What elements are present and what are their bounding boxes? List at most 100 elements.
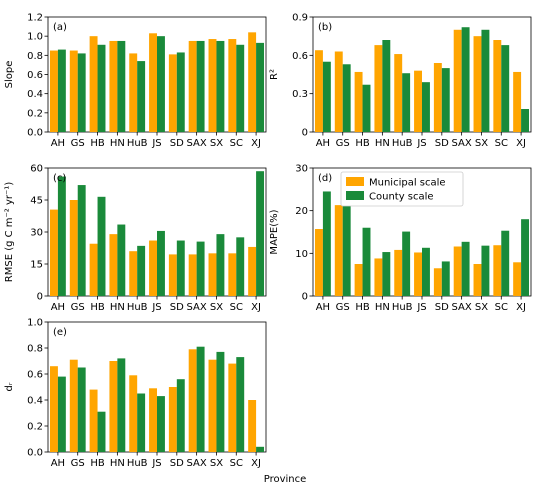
panel-c: 0 15 30 45 60 AH GS HB HN HuB JS SD SAX SX SC XJ (c) RMSE… <box>4 164 267 313</box>
bar-county <box>117 358 126 452</box>
x-tick-label: XJ <box>516 302 526 313</box>
bar-county <box>521 219 530 296</box>
x-tick-label: AH <box>51 138 65 149</box>
bar-municipal <box>354 264 363 296</box>
bar-municipal <box>49 209 58 296</box>
y-axis-label: R² <box>269 69 280 80</box>
x-tick-label: GS <box>71 302 85 313</box>
bar-municipal <box>374 258 383 296</box>
bar-county <box>461 241 470 296</box>
x-tick-label: HN <box>110 458 125 469</box>
bar-municipal <box>513 71 522 132</box>
x-tick-label: SD <box>170 302 184 313</box>
bar-county <box>117 40 126 133</box>
bar-county <box>137 61 146 133</box>
x-tick-label: JS <box>416 302 426 313</box>
bar-municipal <box>248 246 257 296</box>
x-tick-label: JS <box>151 458 161 469</box>
bar-county <box>256 446 265 452</box>
bar-county <box>362 84 371 132</box>
y-tick-label: 0.6 <box>27 70 43 81</box>
x-tick-label: SX <box>475 138 488 149</box>
bar-county <box>176 240 185 296</box>
legend-label: County scale <box>369 192 434 203</box>
bar-municipal <box>129 375 138 452</box>
bar-municipal <box>208 39 217 132</box>
bar-municipal <box>248 32 257 133</box>
bar-municipal <box>168 254 177 296</box>
y-tick-label: 1.0 <box>27 32 43 43</box>
panel-e: 0.0 0.2 0.4 0.6 0.8 1.0 AH GS HB HN HuB JS SD SAX SX SC… <box>4 318 267 469</box>
bar-county <box>137 245 146 296</box>
bar-county <box>97 44 106 132</box>
bar-municipal <box>49 50 58 132</box>
y-tick-label: 0.4 <box>27 396 43 407</box>
x-tick-label: HN <box>375 138 390 149</box>
x-tick-label: SD <box>435 138 449 149</box>
bar-county <box>157 36 165 132</box>
bar-municipal <box>473 36 482 132</box>
x-tick-label: HB <box>355 302 370 313</box>
panel-a: 0.00.20.40.60.81.01.2AH GS HB HN HuB JS SD SAX S… <box>4 13 267 149</box>
bar-county <box>117 224 126 296</box>
x-tick-label: GS <box>71 458 85 469</box>
bar-county <box>196 40 205 133</box>
y-tick-label: 10 <box>295 249 308 260</box>
bar-municipal <box>414 252 422 296</box>
x-tick-label: SC <box>230 302 243 313</box>
y-tick-label: 15 <box>30 260 43 271</box>
x-tick-label: SAX <box>452 302 472 313</box>
bar-municipal <box>473 264 482 296</box>
bar-county <box>362 227 371 296</box>
bar-municipal <box>394 249 403 296</box>
bar-county <box>382 40 391 132</box>
y-axis-label: dᵣ <box>4 382 15 391</box>
bar-county <box>342 197 351 296</box>
x-tick-label: HN <box>110 302 125 313</box>
bar-municipal <box>433 63 442 132</box>
y-axis-label: Slope <box>4 61 15 89</box>
bar-municipal <box>354 71 363 132</box>
x-tick-label: SC <box>495 138 508 149</box>
x-tick-label: SAX <box>452 138 472 149</box>
panel-tag: (b) <box>318 22 332 33</box>
x-tick-label: GS <box>71 138 85 149</box>
bar-municipal <box>188 254 197 296</box>
bar-municipal <box>228 253 237 296</box>
bar-municipal <box>69 200 78 296</box>
bar-county <box>77 367 86 452</box>
bar-county <box>322 61 331 132</box>
panel-tag: (d) <box>318 173 332 184</box>
x-tick-label: HuB <box>127 138 148 149</box>
x-tick-label: HN <box>110 138 125 149</box>
bar-county <box>521 109 530 132</box>
bar-municipal <box>374 45 383 132</box>
legend-swatch-municipal <box>346 177 364 186</box>
bar-county <box>216 234 225 296</box>
bar-municipal <box>69 359 78 452</box>
bar-county <box>481 245 490 296</box>
x-tick-label: GS <box>336 138 350 149</box>
legend-swatch-county <box>346 191 364 200</box>
y-axis-label: MAPE(%) <box>269 209 280 254</box>
legend: Municipal scale County scale <box>340 171 464 207</box>
y-tick-label: 45 <box>30 196 43 207</box>
bar-county <box>196 346 205 452</box>
bar-county <box>57 176 66 296</box>
bar-county <box>77 53 86 132</box>
x-tick-label: HuB <box>127 302 148 313</box>
x-tick-label: HB <box>90 138 105 149</box>
x-tick-label: XJ <box>516 138 526 149</box>
bar-county <box>216 40 225 133</box>
bar-county <box>481 29 490 132</box>
bar-municipal <box>109 361 118 452</box>
x-tick-label: GS <box>336 302 350 313</box>
bar-county <box>501 45 510 132</box>
bar-county <box>236 357 245 452</box>
x-tick-label: SX <box>210 138 223 149</box>
x-tick-label: AH <box>51 302 65 313</box>
bar-county <box>236 44 245 132</box>
bar-municipal <box>168 387 177 452</box>
x-tick-label: SD <box>170 458 184 469</box>
